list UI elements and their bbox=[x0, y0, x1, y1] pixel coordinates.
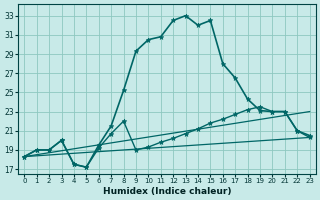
X-axis label: Humidex (Indice chaleur): Humidex (Indice chaleur) bbox=[103, 187, 231, 196]
